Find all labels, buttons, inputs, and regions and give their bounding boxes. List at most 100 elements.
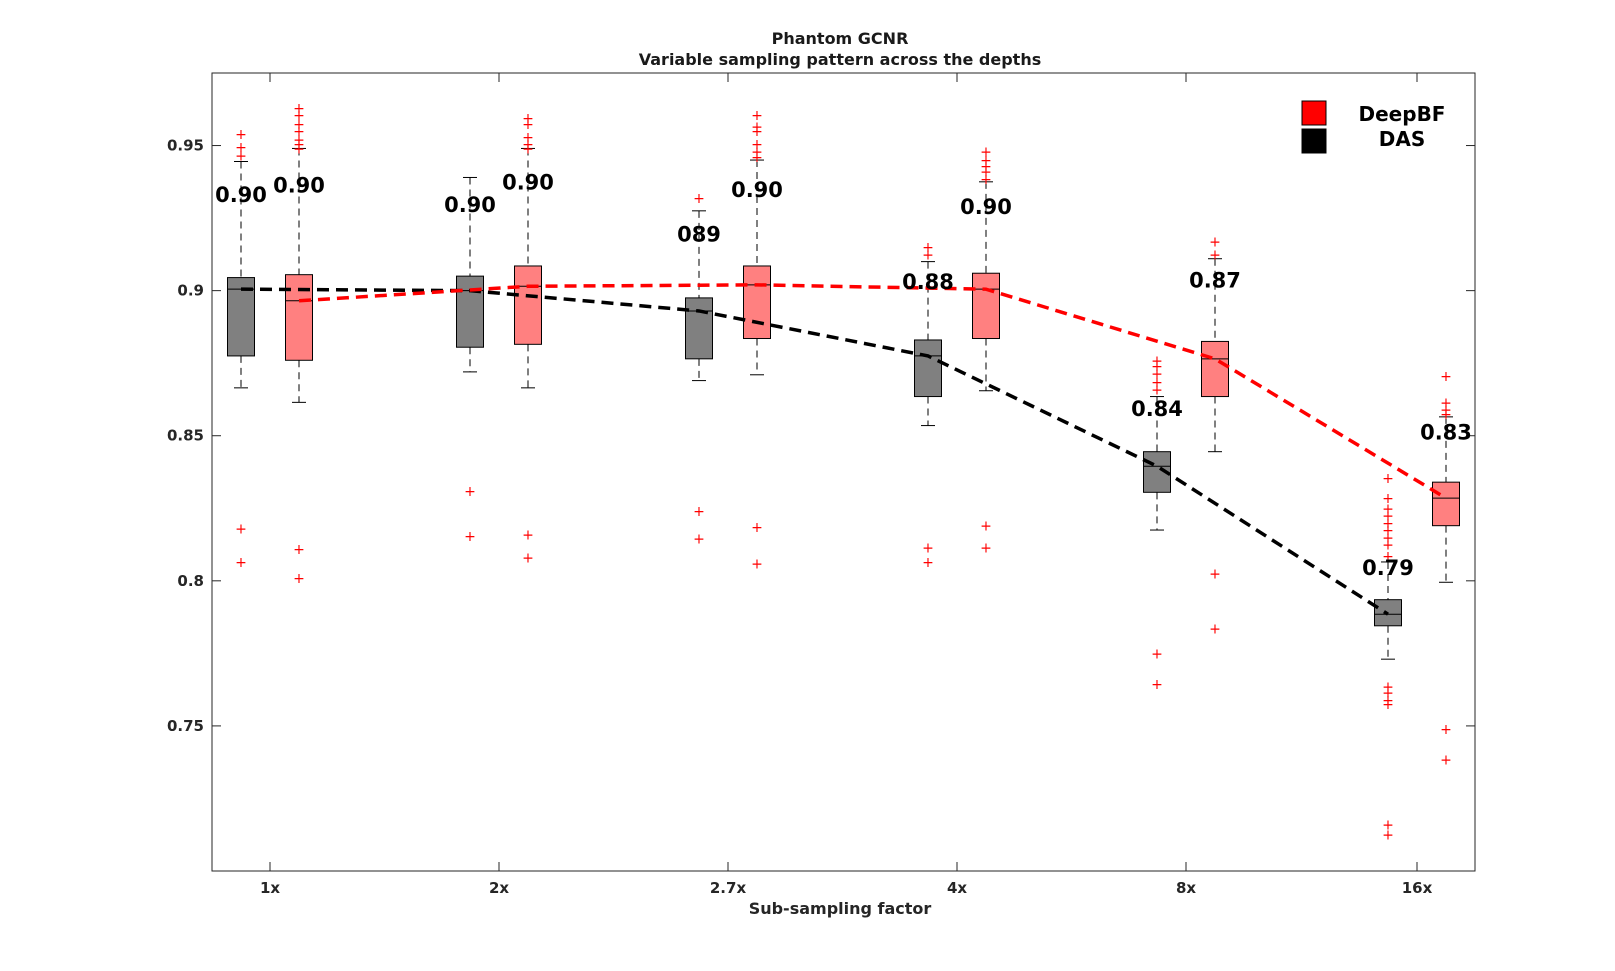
deepbf-outlier-marker: + xyxy=(980,159,992,175)
das-outlier-marker: + xyxy=(1151,366,1163,382)
deepbf-outlier-marker: + xyxy=(980,153,992,169)
das-outlier-marker: + xyxy=(922,240,934,256)
deepbf-outlier-marker: + xyxy=(980,172,992,188)
das-outlier-marker: + xyxy=(1151,359,1163,375)
deepbf-outlier-marker: + xyxy=(293,117,305,133)
x-tick-label: 8x xyxy=(1176,879,1196,897)
das-data-label: 0.90 xyxy=(444,193,496,217)
das-outlier-marker: + xyxy=(464,484,476,500)
das-outlier-marker: + xyxy=(922,247,934,263)
deepbf-box xyxy=(1201,340,1229,398)
x-tick-label: 1x xyxy=(260,879,280,897)
deepbf-outlier-marker: + xyxy=(751,556,763,572)
das-outlier-marker: + xyxy=(1382,538,1394,554)
deepbf-outlier-marker: + xyxy=(1440,403,1452,419)
deepbf-box xyxy=(1432,481,1460,527)
deepbf-outlier-marker: + xyxy=(293,137,305,153)
x-tick-label: 16x xyxy=(1402,879,1433,897)
das-outlier-marker: + xyxy=(235,522,247,538)
legend-swatch-das xyxy=(1301,128,1327,154)
y-tick-label: 0.8 xyxy=(177,572,204,590)
deepbf-outlier-marker: + xyxy=(522,551,534,567)
deepbf-outlier-marker: + xyxy=(522,111,534,127)
das-outlier-marker: + xyxy=(1382,680,1394,696)
das-outlier-marker: + xyxy=(693,191,705,207)
das-outlier-marker: + xyxy=(235,140,247,156)
x-tick-label: 4x xyxy=(947,879,967,897)
deepbf-outlier-marker: + xyxy=(751,150,763,166)
deepbf-outlier-marker: + xyxy=(1440,407,1452,423)
deepbf-outlier-marker: + xyxy=(1209,622,1221,638)
das-outlier-marker: + xyxy=(1382,471,1394,487)
deepbf-outlier-marker: + xyxy=(1440,722,1452,738)
deepbf-data-label: 0.90 xyxy=(731,178,783,202)
y-tick-label: 0.95 xyxy=(167,137,204,155)
deepbf-outlier-marker: + xyxy=(293,124,305,140)
chart-subtitle: Variable sampling pattern across the dep… xyxy=(639,50,1041,69)
deepbf-outlier-marker: + xyxy=(751,144,763,160)
y-tick-label: 0.85 xyxy=(167,427,204,445)
axes-frame xyxy=(211,72,1476,872)
deepbf-outlier-marker: + xyxy=(751,120,763,136)
das-outlier-marker: + xyxy=(922,555,934,571)
das-outlier-marker: + xyxy=(235,555,247,571)
das-outlier-marker: + xyxy=(693,504,705,520)
das-outlier-marker: + xyxy=(1382,491,1394,507)
deepbf-data-label: 0.90 xyxy=(273,174,325,198)
deepbf-data-label: 0.83 xyxy=(1420,421,1472,445)
das-trend-line xyxy=(240,287,1389,616)
das-outlier-marker: + xyxy=(235,149,247,165)
das-outlier-marker: + xyxy=(1382,523,1394,539)
deepbf-outlier-marker: + xyxy=(751,108,763,124)
deepbf-outlier-marker: + xyxy=(1440,752,1452,768)
das-outlier-marker: + xyxy=(1151,677,1163,693)
legend-swatch-deepbf xyxy=(1301,100,1327,126)
das-box xyxy=(914,339,942,398)
deepbf-data-label: 0.87 xyxy=(1189,269,1241,293)
deepbf-trend-line xyxy=(298,283,1447,500)
deepbf-box xyxy=(514,265,542,345)
chart-title: Phantom GCNR xyxy=(772,29,909,48)
deepbf-box xyxy=(743,265,771,340)
deepbf-box xyxy=(285,274,313,361)
deepbf-outlier-marker: + xyxy=(980,540,992,556)
legend-label-deepbf: DeepBF xyxy=(1359,102,1446,126)
das-data-label: 089 xyxy=(677,222,721,246)
x-tick-label: 2x xyxy=(489,879,509,897)
deepbf-box xyxy=(972,272,1000,340)
das-outlier-marker: + xyxy=(1151,375,1163,391)
deepbf-data-label: 0.90 xyxy=(960,195,1012,219)
deepbf-outlier-marker: + xyxy=(293,133,305,149)
das-outlier-marker: + xyxy=(922,540,934,556)
das-outlier-marker: + xyxy=(1382,686,1394,702)
deepbf-outlier-marker: + xyxy=(1209,247,1221,263)
das-outlier-marker: + xyxy=(1382,828,1394,844)
x-axis-label: Sub-sampling factor xyxy=(749,899,932,918)
das-outlier-marker: + xyxy=(1151,382,1163,398)
das-outlier-marker: + xyxy=(464,529,476,545)
y-tick-label: 0.75 xyxy=(167,717,204,735)
deepbf-outlier-marker: + xyxy=(1440,369,1452,385)
das-outlier-marker: + xyxy=(1382,501,1394,517)
das-box xyxy=(456,275,484,348)
legend-label-das: DAS xyxy=(1379,127,1425,151)
deepbf-outlier-marker: + xyxy=(293,571,305,587)
deepbf-outlier-marker: + xyxy=(522,130,534,146)
deepbf-outlier-marker: + xyxy=(1209,567,1221,583)
das-outlier-marker: + xyxy=(1151,646,1163,662)
das-outlier-marker: + xyxy=(1382,509,1394,525)
deepbf-outlier-marker: + xyxy=(980,165,992,181)
das-data-label: 0.90 xyxy=(215,183,267,207)
das-data-label: 0.84 xyxy=(1131,397,1183,421)
deepbf-data-label: 0.90 xyxy=(502,171,554,195)
deepbf-outlier-marker: + xyxy=(293,108,305,124)
deepbf-outlier-marker: + xyxy=(751,137,763,153)
das-outlier-marker: + xyxy=(1382,516,1394,532)
das-outlier-marker: + xyxy=(1382,818,1394,834)
deepbf-outlier-marker: + xyxy=(980,144,992,160)
deepbf-outlier-marker: + xyxy=(751,520,763,536)
das-data-label: 0.88 xyxy=(902,270,954,294)
